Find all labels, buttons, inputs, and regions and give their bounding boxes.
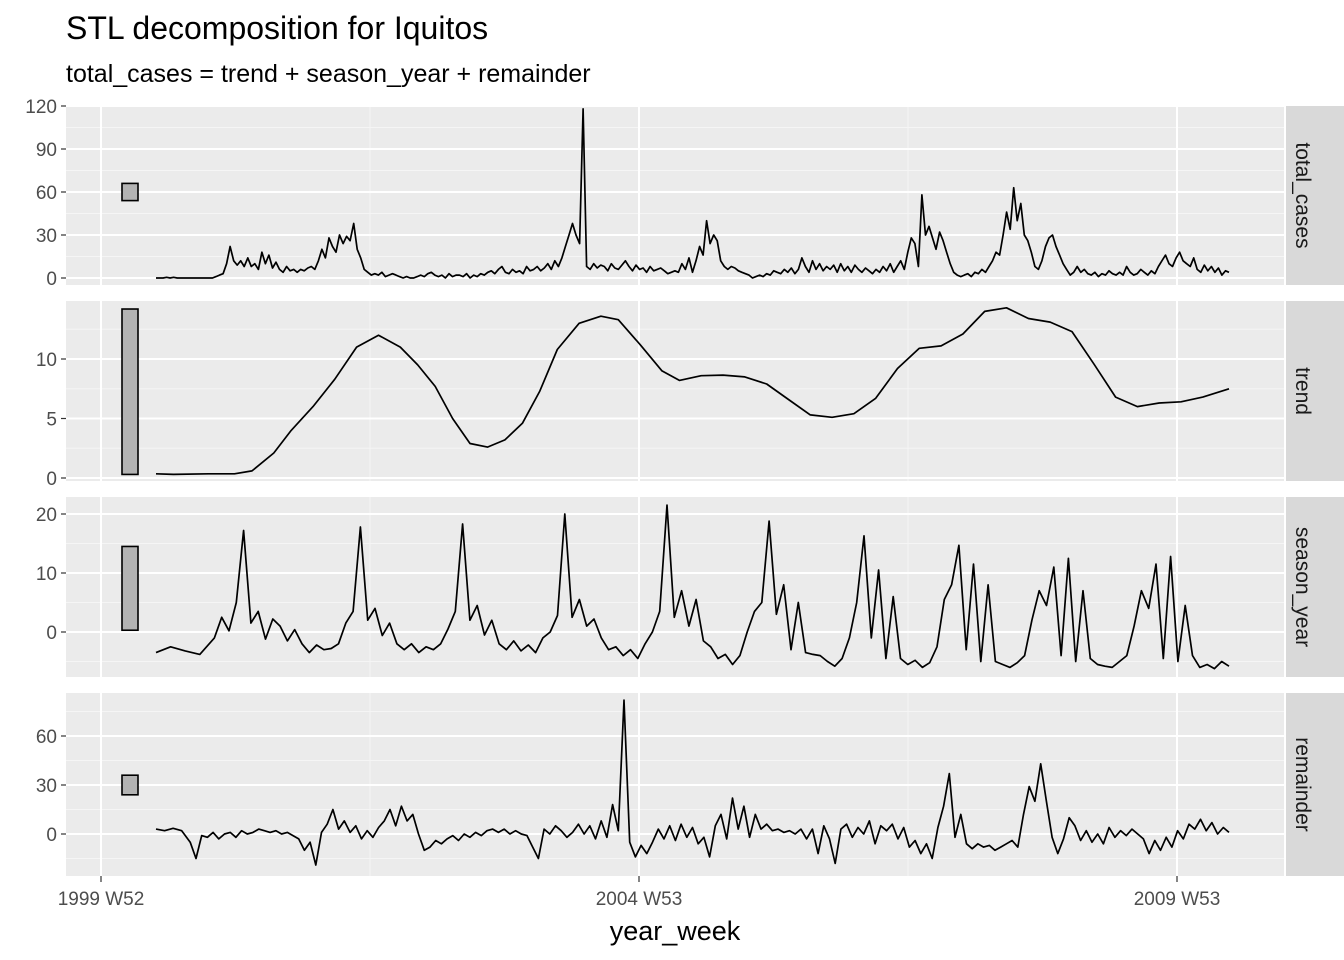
scale-bar — [121, 182, 139, 202]
panel-season_year: 0 10 20 season_year — [36, 497, 1344, 677]
chart-subtitle: total_cases = trend + season_year + rema… — [66, 60, 591, 88]
series-line-trend — [155, 306, 1230, 476]
x-axis-label: year_week — [610, 916, 741, 946]
facet-panels: 0 30 60 90 120 total_cases 0 5 10 trend 0 10 20 seaso… — [25, 97, 1344, 876]
facet-strip — [1286, 497, 1344, 677]
y-tick-label: 0 — [46, 269, 57, 290]
scale-bar — [121, 545, 139, 632]
panel-trend: 0 5 10 trend — [36, 301, 1344, 490]
facet-strip-label: trend — [1291, 367, 1314, 415]
y-tick-label: 60 — [36, 727, 57, 748]
y-tick-label: 90 — [36, 140, 57, 161]
facet-strip — [1286, 301, 1344, 481]
y-tick-label: 0 — [46, 469, 57, 490]
y-tick-label: 0 — [46, 825, 57, 846]
series-line-season_year — [155, 504, 1230, 670]
facet-strip-label: remainder — [1291, 737, 1314, 832]
scale-bar — [121, 308, 139, 476]
y-tick-label: 20 — [36, 505, 57, 526]
panel-total_cases: 0 30 60 90 120 total_cases — [25, 97, 1344, 290]
y-tick-label: 5 — [46, 410, 57, 431]
facet-strip — [1286, 693, 1344, 876]
x-tick-label: 1999 W52 — [58, 889, 145, 910]
panel-background — [66, 301, 1284, 481]
y-tick-label: 10 — [36, 350, 57, 371]
x-tick-label: 2009 W53 — [1134, 889, 1221, 910]
panel-remainder: 0 30 60 remainder — [36, 693, 1344, 876]
chart-title: STL decomposition for Iquitos — [66, 10, 488, 46]
y-tick-label: 30 — [36, 776, 57, 797]
panel-background — [66, 497, 1284, 677]
y-tick-label: 30 — [36, 226, 57, 247]
y-tick-label: 0 — [46, 623, 57, 644]
x-axis: 1999 W52 2004 W53 2009 W53 — [58, 876, 1221, 910]
facet-strip-label: total_cases — [1291, 142, 1314, 248]
x-tick-label: 2004 W53 — [596, 889, 683, 910]
y-tick-label: 120 — [25, 97, 57, 118]
series-line-total_cases — [156, 108, 1230, 279]
facet-strip — [1286, 106, 1344, 285]
series-line-remainder — [155, 699, 1230, 866]
facet-strip-label: season_year — [1291, 527, 1314, 647]
scale-bar — [121, 774, 139, 796]
y-tick-label: 60 — [36, 183, 57, 204]
y-tick-label: 10 — [36, 564, 57, 585]
